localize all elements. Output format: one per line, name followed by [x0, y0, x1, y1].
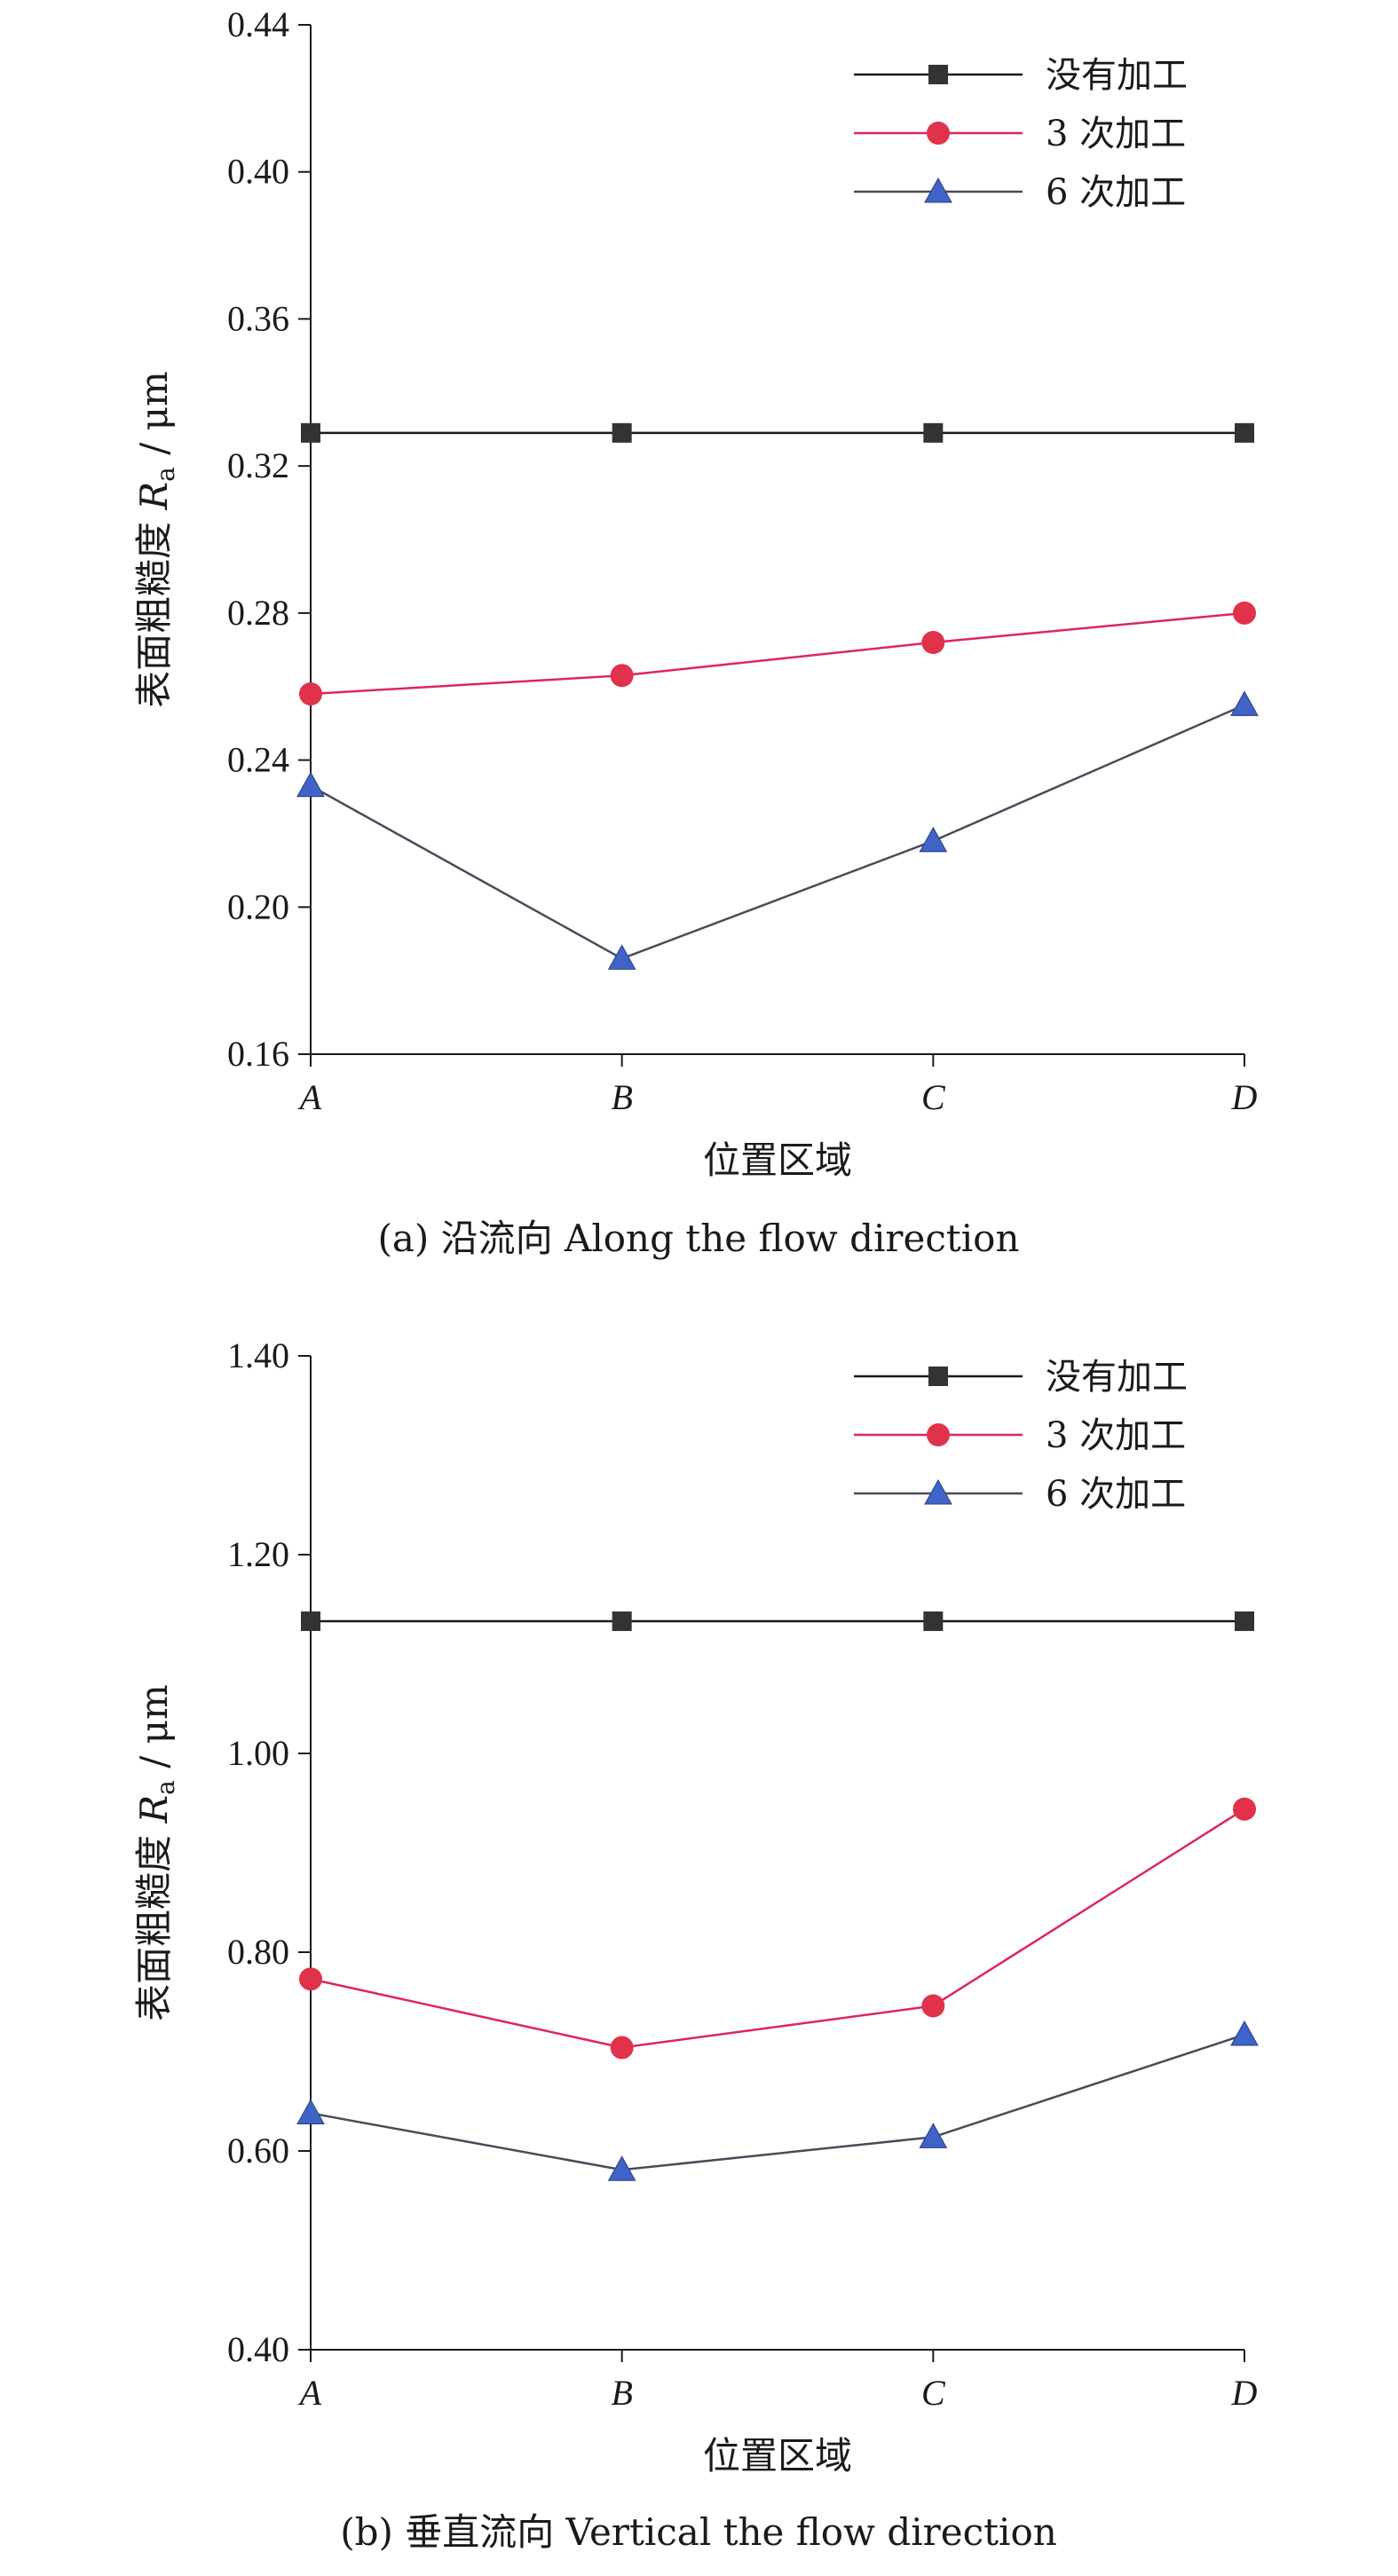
data-point-triangle — [296, 771, 325, 798]
legend-marker-circle — [927, 1423, 950, 1446]
y-tick-label: 0.16 — [227, 1034, 289, 1074]
x-tick-label: B — [611, 2373, 632, 2413]
data-point-square — [612, 1611, 632, 1632]
legend-label: 3 次加工 — [1046, 114, 1186, 154]
y-axis-title: 表面粗糙度 Ra / μm — [132, 371, 180, 708]
x-tick-label: C — [921, 1077, 946, 1117]
y-tick-label: 1.20 — [227, 1534, 289, 1574]
x-axis-title: 位置区域 — [703, 2434, 852, 2478]
series-line-2 — [310, 704, 1245, 960]
data-point-triangle — [296, 2099, 325, 2124]
legend-label: 3 次加工 — [1046, 1415, 1186, 1456]
y-tick-label: 0.20 — [227, 886, 289, 926]
data-point-triangle — [1230, 2020, 1259, 2046]
y-tick-label: 0.60 — [227, 2131, 289, 2170]
data-point-square — [923, 422, 944, 443]
series-line-2 — [310, 2033, 1245, 2171]
x-tick-label: C — [921, 2373, 946, 2413]
legend-label: 没有加工 — [1046, 1357, 1188, 1398]
y-tick-label: 1.40 — [227, 1335, 289, 1375]
y-axis-title-main: 表面粗糙度 — [132, 1823, 176, 2021]
figure-caption: (a) 沿流向 Along the flow direction — [377, 1217, 1019, 1260]
y-axis-title-main: 表面粗糙度 — [132, 509, 176, 707]
data-point-circle — [299, 1967, 322, 1991]
y-tick-label: 0.28 — [227, 593, 289, 633]
data-point-square — [923, 1611, 944, 1632]
chart-a: 0.16 0.20 0.24 0.28 0.32 0.36 0.40 0.44 A B C D 没有加工… — [132, 4, 1259, 1260]
data-point-triangle — [1230, 690, 1259, 716]
legend-label: 没有加工 — [1046, 55, 1188, 96]
data-point-square — [1235, 422, 1254, 443]
y-tick-label: 0.80 — [227, 1932, 289, 1972]
legend-marker-square — [928, 65, 948, 84]
y-axis-title-unit: / μm — [132, 371, 176, 467]
y-tick-label: 0.40 — [227, 2329, 289, 2369]
data-point-circle — [921, 631, 945, 654]
y-tick-label: 0.40 — [227, 152, 289, 192]
y-tick-label: 0.44 — [227, 4, 289, 44]
data-point-square — [612, 422, 632, 443]
data-point-square — [301, 422, 320, 443]
data-point-triangle — [919, 2123, 948, 2148]
legend-marker-triangle — [924, 1478, 952, 1505]
figure-caption: (b) 垂直流向 Vertical the flow direction — [340, 2510, 1057, 2554]
x-tick-label: D — [1231, 2373, 1258, 2413]
series-line-1 — [310, 611, 1245, 696]
legend-label: 6 次加工 — [1046, 172, 1186, 213]
data-point-circle — [1233, 601, 1256, 625]
y-tick-label: 0.24 — [227, 740, 289, 780]
data-point-circle — [1233, 1797, 1256, 1821]
chart-b: 0.40 0.60 0.80 1.00 1.20 1.40 A B C D 没有加工 3 次加工 6 次… — [132, 1335, 1259, 2554]
x-tick-label: B — [611, 1077, 632, 1117]
series-line-1 — [310, 1808, 1245, 2049]
data-point-circle — [299, 682, 322, 705]
data-point-circle — [610, 664, 634, 688]
x-axis-title: 位置区域 — [703, 1138, 852, 1182]
y-axis-title-unit: / μm — [132, 1684, 176, 1780]
y-axis-title-symbol: R — [132, 1795, 176, 1824]
y-tick-label: 0.32 — [227, 445, 289, 485]
x-tick-label: A — [297, 2373, 322, 2413]
data-point-circle — [610, 2036, 634, 2060]
y-axis-title-subscript: a — [151, 1780, 180, 1795]
x-tick-label: A — [297, 1077, 322, 1117]
legend-marker-square — [928, 1367, 948, 1386]
data-point-circle — [921, 1994, 945, 2018]
data-point-square — [1235, 1611, 1254, 1632]
data-point-triangle — [607, 2155, 636, 2181]
y-axis-title-symbol: R — [132, 482, 176, 511]
y-axis-title: 表面粗糙度 Ra / μm — [132, 1684, 180, 2021]
data-point-square — [301, 1611, 320, 1632]
data-point-triangle — [919, 826, 948, 853]
legend-marker-triangle — [924, 177, 952, 203]
y-tick-label: 1.00 — [227, 1733, 289, 1773]
legend-marker-circle — [927, 122, 950, 145]
y-tick-label: 0.36 — [227, 298, 289, 338]
data-point-triangle — [607, 944, 636, 970]
y-axis-title-subscript: a — [151, 467, 180, 482]
legend-label: 6 次加工 — [1046, 1474, 1186, 1515]
x-tick-label: D — [1231, 1077, 1258, 1117]
